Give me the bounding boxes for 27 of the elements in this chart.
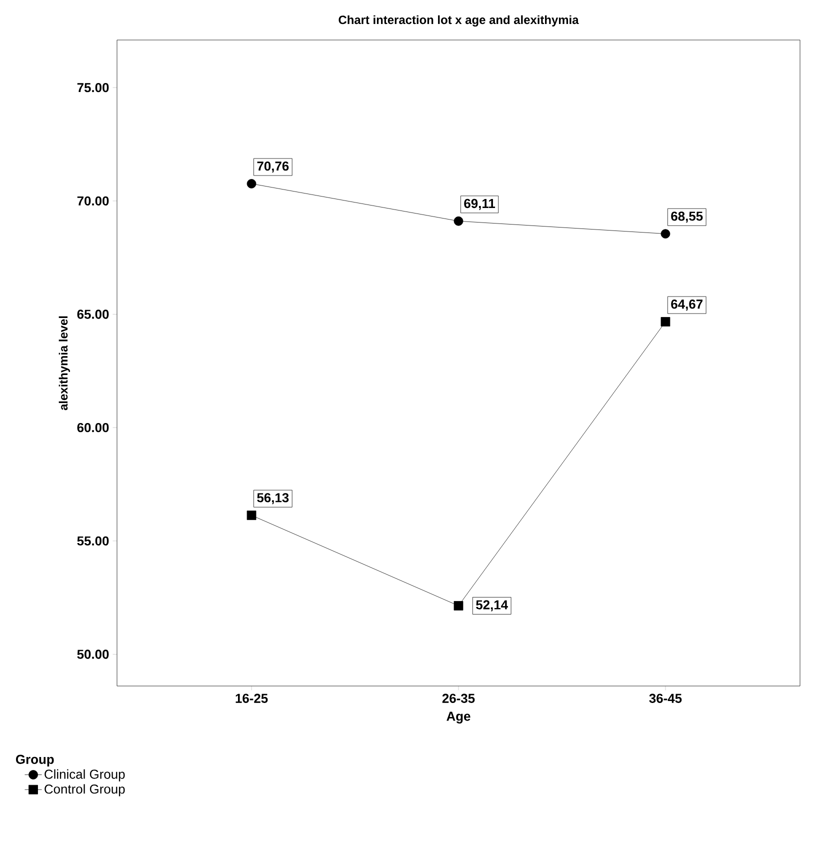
x-tick-label: 16-25 [236,694,268,703]
x-tick-label: 36-45 [649,694,682,703]
data-label: 70,76 [257,161,289,173]
point [246,179,256,188]
point [660,229,670,238]
y-tick-label: 50.00 [77,650,109,659]
point [454,601,464,610]
legend-title: Group [16,754,54,767]
point [454,216,464,226]
data-label: 52,14 [476,600,508,612]
point [246,510,256,520]
y-tick-label: 60.00 [77,423,109,432]
legend-label: Control Group [44,784,125,796]
legend-label: Clinical Group [44,769,125,782]
y-tick-label: 70.00 [77,196,109,206]
y-tick-label: 55.00 [77,536,109,546]
y-axis-title: alexithymia level [58,316,70,410]
x-axis-title: Age [446,712,470,724]
data-label: 56,13 [257,493,289,504]
y-tick-label: 65.00 [77,310,109,319]
data-label: 64,67 [671,300,702,311]
data-label: 68,55 [671,212,703,223]
x-tick-label: 26-35 [442,694,475,703]
point [660,317,670,326]
chart-title: Chart interaction lot x age and alexithymia [338,15,579,27]
y-tick-label: 75.00 [77,83,109,92]
data-label: 69,11 [464,198,496,210]
